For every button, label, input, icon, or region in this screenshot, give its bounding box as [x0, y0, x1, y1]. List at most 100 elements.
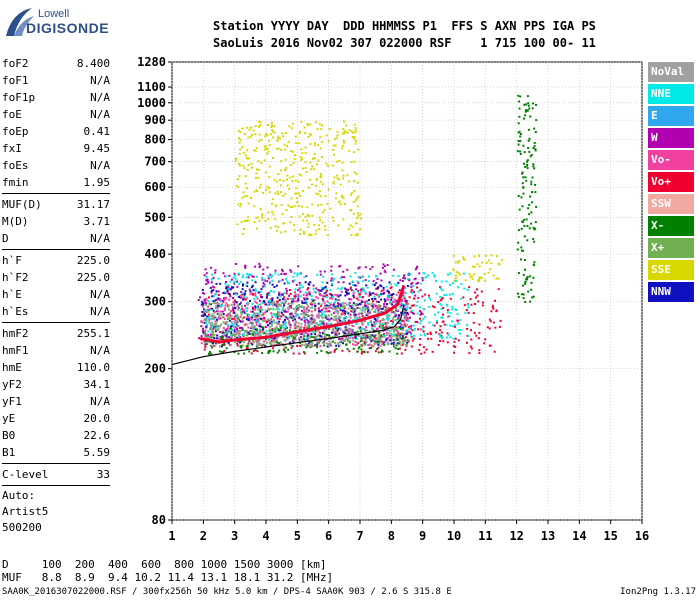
echo-point [361, 350, 364, 353]
echo-point [332, 304, 335, 307]
echo-point [364, 279, 367, 282]
echo-point [347, 303, 350, 306]
echo-point [284, 350, 287, 353]
echo-point [282, 314, 285, 316]
echo-point [383, 326, 386, 329]
echo-point [236, 292, 239, 295]
echo-point [239, 315, 242, 318]
echo-point [319, 195, 322, 198]
echo-point [311, 214, 314, 217]
echo-point [386, 308, 389, 311]
echo-point [290, 150, 293, 152]
echo-point [478, 349, 481, 352]
echo-point [528, 107, 531, 110]
echo-point [251, 284, 254, 287]
echo-point [227, 327, 230, 330]
echo-point [251, 321, 254, 324]
echo-point [342, 174, 345, 177]
parameter-value: 22.6 [83, 429, 111, 442]
echo-point [523, 103, 526, 106]
echo-point [283, 345, 286, 348]
echo-point [245, 313, 248, 316]
x-tick-label: 1 [168, 529, 175, 543]
echo-point [270, 202, 273, 205]
echo-point [209, 327, 212, 330]
parameter-value: 0.41 [83, 125, 111, 138]
echo-point [237, 330, 240, 333]
echo-point [304, 312, 307, 315]
echo-point [377, 340, 380, 343]
echo-point [494, 299, 496, 302]
echo-point [377, 351, 380, 354]
echo-point [341, 349, 344, 352]
echo-point [368, 310, 371, 313]
echo-point [411, 329, 414, 332]
echo-point [238, 152, 241, 155]
echo-point [221, 338, 224, 341]
echo-point [332, 303, 335, 306]
echo-point [439, 299, 442, 302]
echo-point [214, 271, 217, 274]
chart-grid [171, 61, 643, 521]
echo-point [403, 311, 406, 314]
echo-point [348, 302, 351, 305]
echo-point [269, 333, 271, 336]
echo-point [251, 339, 254, 342]
echo-point [360, 309, 363, 312]
echo-point [419, 310, 422, 312]
echo-point [419, 282, 422, 285]
echo-point [337, 312, 340, 315]
echo-point [272, 213, 275, 216]
echo-point [241, 288, 244, 291]
echo-point [471, 265, 474, 268]
echo-point [253, 220, 256, 223]
echo-point [254, 125, 257, 127]
echo-point [393, 298, 396, 301]
echo-point [255, 321, 258, 324]
echo-point [273, 330, 276, 333]
echo-point [246, 316, 249, 318]
echo-point [237, 306, 240, 309]
echo-point [288, 307, 291, 310]
legend-item-noval: NoVal [648, 62, 694, 82]
echo-point [283, 292, 286, 295]
echo-point [524, 166, 527, 168]
echo-point [298, 195, 301, 198]
echo-point [272, 290, 275, 293]
echo-point [476, 288, 478, 291]
parameter-row: foF1 N/A [2, 72, 110, 89]
echo-point [487, 259, 490, 262]
echo-point [476, 294, 479, 297]
echo-point [232, 292, 235, 295]
echo-point [394, 301, 397, 304]
echo-point [210, 290, 213, 293]
echo-point [207, 310, 209, 313]
echo-point [197, 299, 200, 301]
echo-point [267, 292, 270, 294]
echo-point [246, 281, 249, 284]
echo-point [309, 161, 312, 164]
parameter-name: yF1 [2, 395, 22, 408]
echo-point [239, 296, 242, 299]
echo-point [314, 329, 317, 332]
echo-point [313, 331, 316, 334]
echo-point [221, 337, 224, 340]
echo-point [440, 307, 443, 310]
echo-point [297, 289, 300, 292]
echo-point [322, 332, 324, 335]
echo-point [497, 277, 500, 280]
echo-point [381, 323, 384, 325]
echo-point [387, 337, 389, 340]
echo-point [377, 342, 380, 345]
echo-point [298, 317, 301, 320]
echo-point [297, 313, 300, 316]
parameter-group-5: C-level 33 [2, 466, 110, 483]
echo-point [315, 229, 318, 232]
echo-point [289, 269, 292, 272]
echo-point [345, 335, 348, 338]
echo-point [217, 298, 220, 301]
parameter-row: h`F2 225.0 [2, 269, 110, 286]
echo-point [268, 338, 270, 341]
echo-point [377, 333, 380, 336]
echo-point [299, 295, 302, 298]
